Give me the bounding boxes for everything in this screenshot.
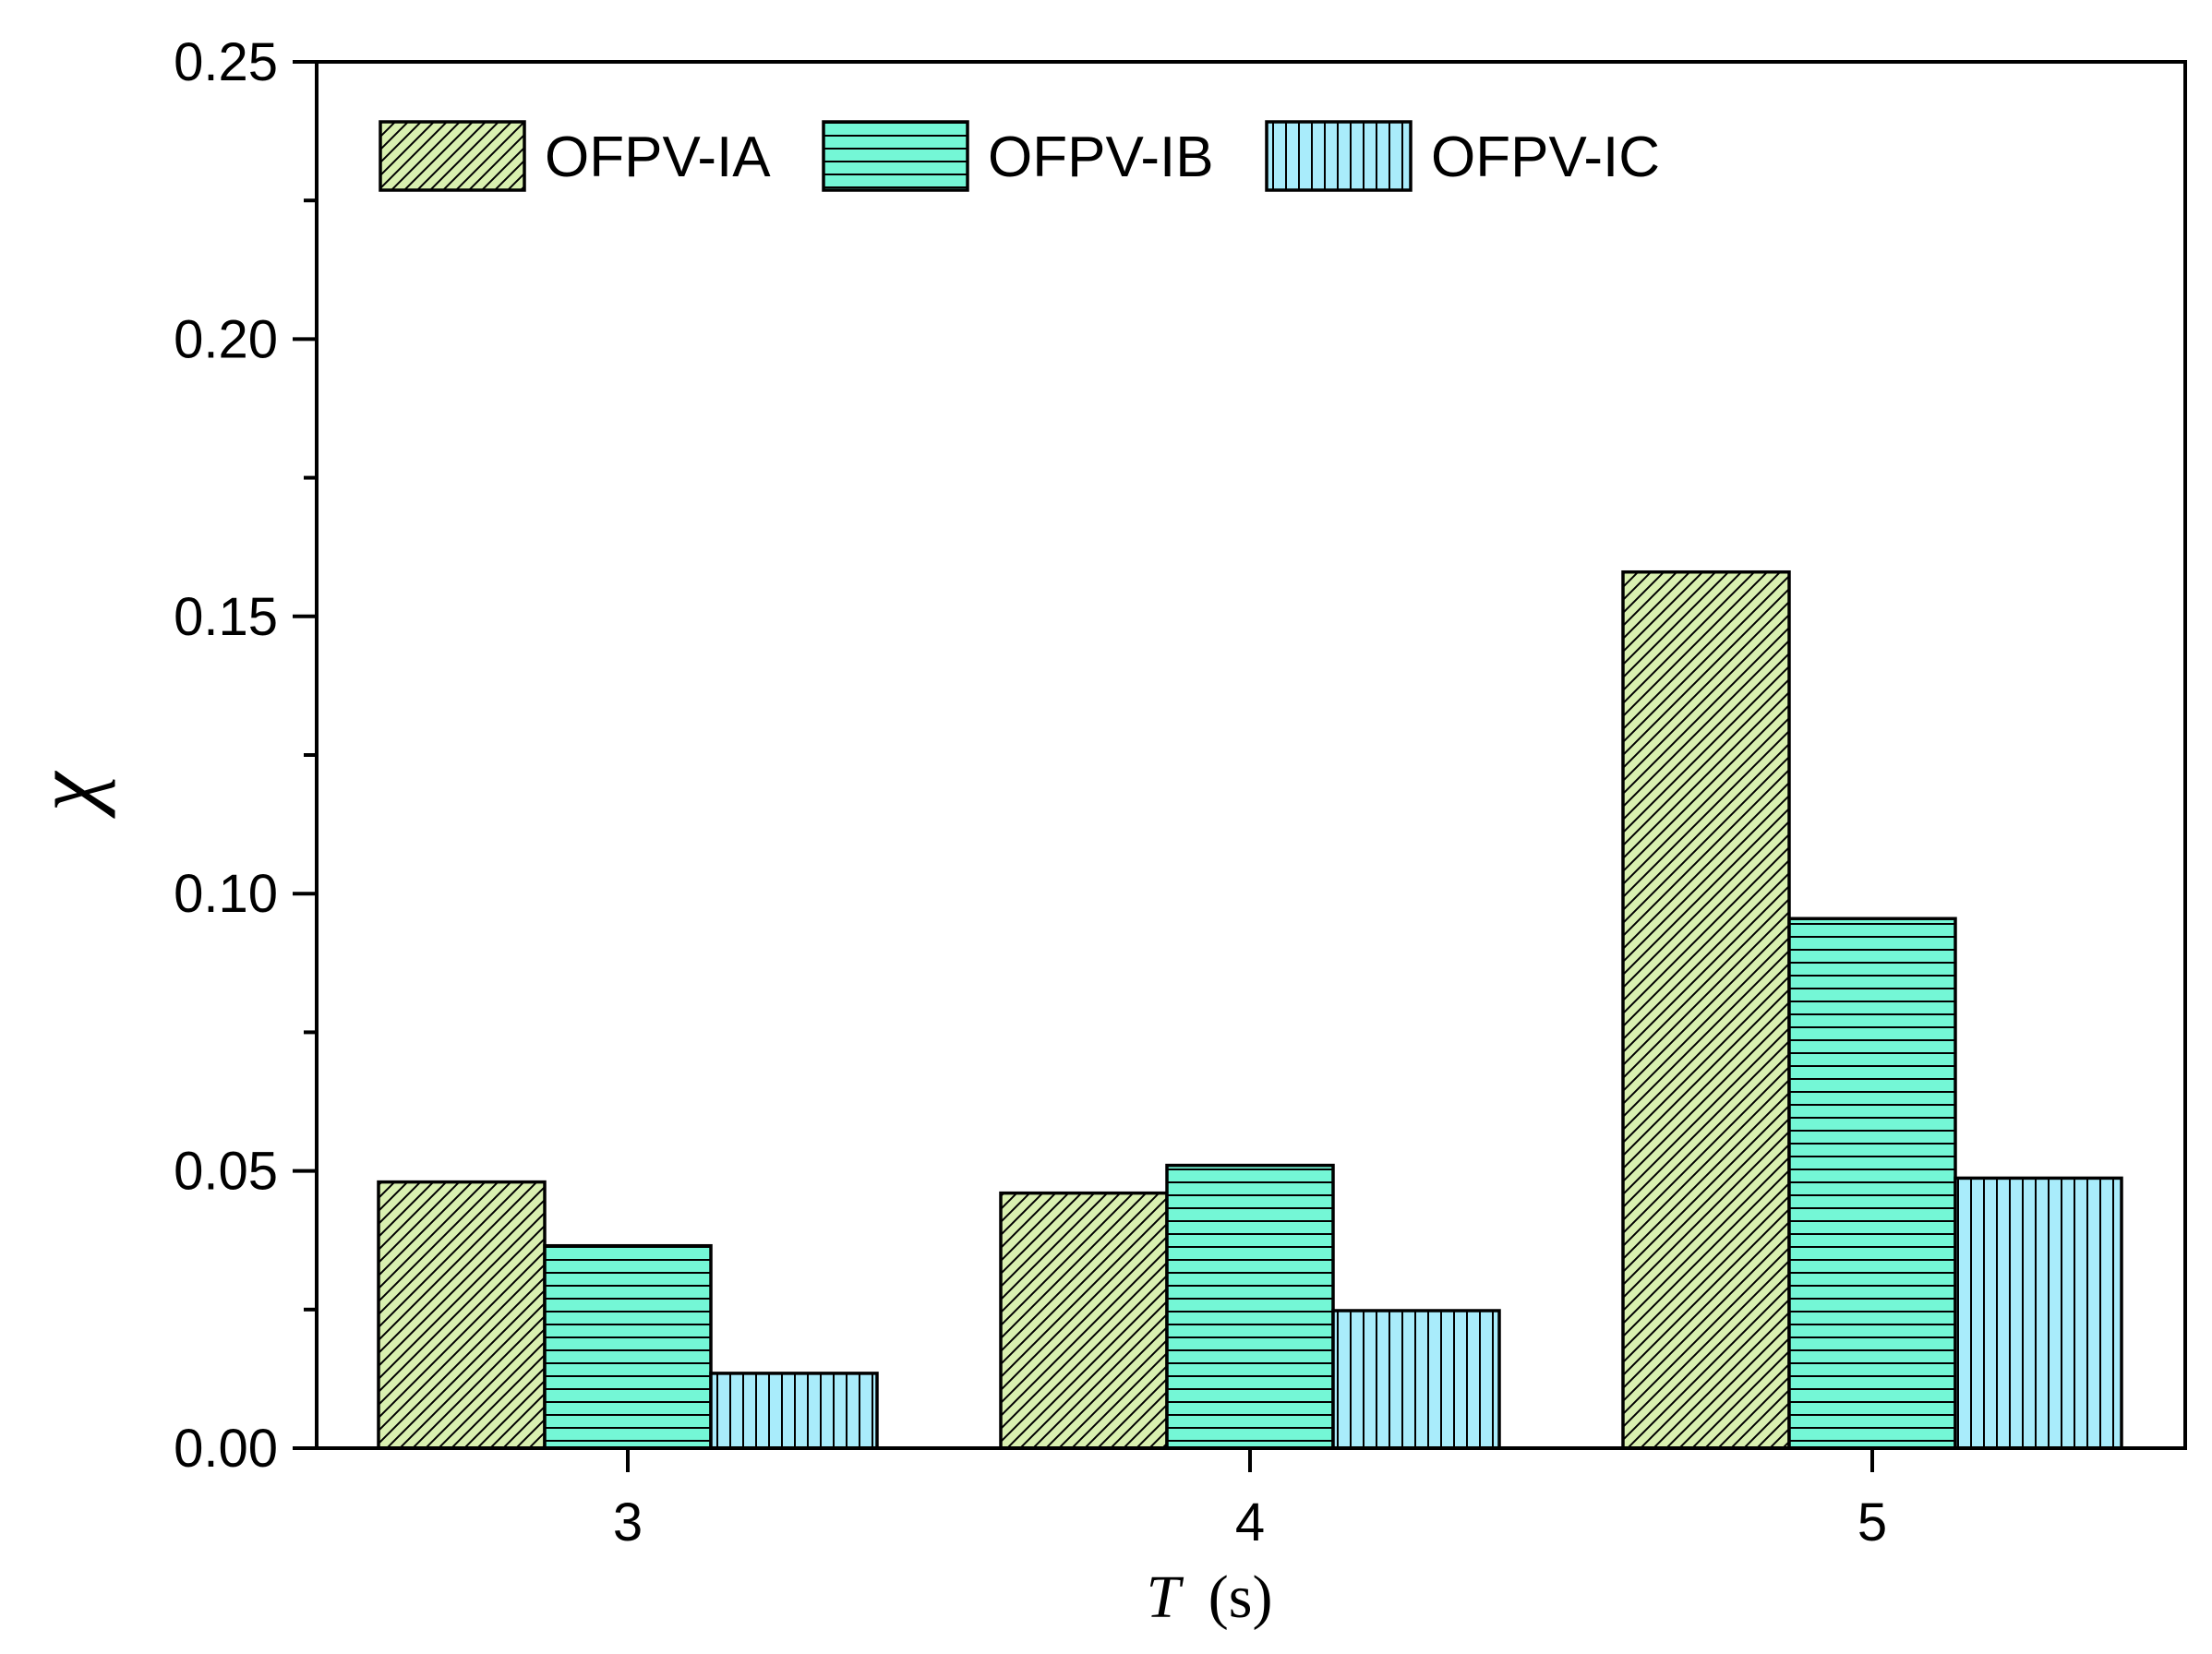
legend-label: OFPV-IA [545,126,771,189]
bar-ofpv-ia-t5 [1621,569,1791,1450]
axes-layer: 0.00 0.05 0.10 0.15 0.20 0.25 3 4 5 [174,32,2187,1552]
x-axis-unit: (s) [1208,1564,1273,1631]
y-tick-label: 0.05 [174,1142,278,1202]
bar-ofpv-ic-t5 [1954,1176,2123,1450]
y-tick-label: 0.25 [174,32,278,92]
bar-ofpv-ia-t3 [377,1180,547,1450]
legend-swatch [379,120,526,192]
y-tick-label: 0.00 [174,1419,278,1479]
x-axis-variable: T [1147,1564,1184,1631]
x-tick-label: 5 [1857,1492,1887,1552]
bar-ofpv-ib-t4 [1165,1163,1335,1450]
legend-item-ofpv-ia: OFPV-IA [379,120,771,192]
axis-labels: T (s) χ [17,770,1272,1631]
legend-item-ofpv-ib: OFPV-IB [822,120,1214,192]
y-tick-label: 0.15 [174,587,278,647]
legend-swatch [1265,120,1413,192]
y-tick-label: 0.20 [174,309,278,369]
x-axis-label: T (s) [1147,1564,1273,1631]
bar-ofpv-ic-t3 [709,1372,879,1450]
x-tick-label: 4 [1235,1492,1265,1552]
bar-ofpv-ib-t3 [543,1243,713,1450]
legend-item-ofpv-ic: OFPV-IC [1265,120,1660,192]
x-tick-label: 3 [613,1492,643,1552]
bar-ofpv-ic-t4 [1331,1309,1501,1450]
y-tick-label: 0.10 [174,864,278,924]
bars-layer [377,569,2123,1450]
bar-ofpv-ia-t4 [999,1191,1169,1450]
legend-label: OFPV-IC [1431,126,1660,189]
legend: OFPV-IA OFPV-IB OFPV-IC [379,120,1660,192]
y-axis-label: χ [17,770,115,819]
bar-ofpv-ib-t5 [1787,917,1957,1450]
legend-label: OFPV-IB [988,126,1214,189]
legend-swatch [822,120,969,192]
